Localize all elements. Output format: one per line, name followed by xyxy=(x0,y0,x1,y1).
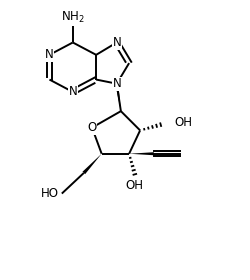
Text: N: N xyxy=(112,36,121,49)
Text: HO: HO xyxy=(41,187,59,200)
Text: N: N xyxy=(112,77,121,90)
Text: OH: OH xyxy=(126,179,144,192)
Polygon shape xyxy=(82,154,102,174)
Text: NH$_2$: NH$_2$ xyxy=(61,10,85,25)
Polygon shape xyxy=(115,83,121,111)
Text: N: N xyxy=(68,85,77,99)
Text: N: N xyxy=(45,48,54,61)
Polygon shape xyxy=(129,152,154,155)
Text: OH: OH xyxy=(174,116,192,129)
Text: O: O xyxy=(88,121,97,134)
